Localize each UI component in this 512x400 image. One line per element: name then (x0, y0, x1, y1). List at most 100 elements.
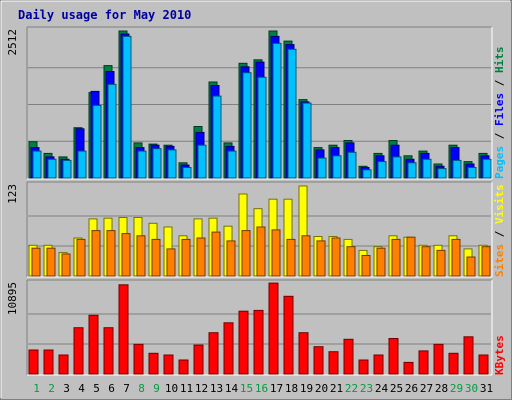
bar-kbytes-day-5: KBytes 5: 7100 (88, 314, 99, 375)
x-tick-label-day-31: 31 (480, 382, 493, 395)
bar-kbytes-day-15: KBytes 15: 7600 (238, 310, 249, 375)
series-pages: Pages 1: 460 Pages 2: 320 Pages 3: 300 Page… (32, 35, 492, 179)
bar-kbytes-day-12: KBytes 12: 3500 (193, 344, 204, 375)
bar-kbytes-day-26: KBytes 26: 1400 (403, 361, 414, 375)
bar-kbytes-day-8: KBytes 8: 3600 (133, 343, 144, 375)
x-axis: 1 2 3 4 5 6 7 8 9 10 11 12 13 14 15 16 17 18 19 20 21 22 23 24 2… (33, 382, 493, 395)
bar-sites-day-31: Sites 31: 40 (481, 246, 491, 277)
bar-sites-day-13: Sites 13: 60 (211, 231, 221, 277)
bar-pages-day-9: Pages 9: 500 (152, 148, 162, 179)
series-kbytes: KBytes 1: 2900 KBytes 2: 2900 KBytes 3: 23… (28, 282, 489, 375)
legend-separator: / (493, 224, 506, 244)
x-tick-label-day-14: 14 (225, 382, 239, 395)
bar-kbytes-day-13: KBytes 13: 5000 (208, 332, 219, 375)
bar-sites-day-25: Sites 25: 50 (391, 238, 401, 277)
bar-sites-day-1: Sites 1: 38 (31, 247, 41, 277)
bar-kbytes-day-16: KBytes 16: 7700 (253, 309, 264, 375)
bar-sites-day-26: Sites 26: 53 (406, 236, 416, 277)
bar-pages-day-4: Pages 4: 460 (77, 150, 87, 179)
bar-pages-day-10: Pages 10: 480 (167, 149, 177, 179)
x-tick-label-day-2: 2 (48, 382, 55, 395)
bar-sites-day-23: Sites 23: 28 (361, 255, 371, 277)
bar-kbytes-day-25: KBytes 25: 4300 (388, 338, 399, 375)
x-tick-label-day-26: 26 (405, 382, 418, 395)
bar-sites-day-18: Sites 18: 50 (286, 238, 296, 277)
x-tick-label-day-18: 18 (285, 382, 298, 395)
x-tick-label-day-1: 1 (33, 382, 40, 395)
bar-kbytes-day-23: KBytes 23: 1700 (358, 359, 369, 375)
bar-sites-day-19: Sites 19: 55 (301, 235, 311, 277)
bar-sites-day-8: Sites 8: 55 (136, 235, 146, 277)
x-tick-label-day-27: 27 (420, 382, 433, 395)
bar-sites-day-11: Sites 11: 50 (181, 238, 191, 277)
panel-hits-files-pages: 2512Hits 1: 620Hits 2: 420Hits 3: 360Hit… (6, 26, 506, 180)
x-tick-label-day-20: 20 (315, 382, 328, 395)
bar-sites-day-20: Sites 20: 48 (316, 240, 326, 277)
bar-pages-day-20: Pages 20: 340 (317, 157, 327, 179)
bar-pages-day-25: Pages 25: 360 (392, 156, 402, 179)
series-sites: Sites 1: 38 Sites 2: 38 Sites 3: 30 Sites 4… (31, 226, 491, 277)
legend-entry-visits: Visits (493, 184, 506, 224)
legend-entry-hits: Hits (493, 47, 506, 74)
x-tick-label-day-19: 19 (300, 382, 313, 395)
bar-kbytes-day-22: KBytes 22: 4200 (343, 338, 354, 375)
bar-pages-day-5: Pages 5: 1240 (92, 104, 102, 179)
x-tick-label-day-30: 30 (465, 382, 478, 395)
bar-sites-day-2: Sites 2: 38 (46, 247, 56, 277)
x-tick-label-day-29: 29 (450, 382, 463, 395)
bar-sites-day-12: Sites 12: 52 (196, 237, 206, 277)
x-tick-label-day-9: 9 (153, 382, 160, 395)
chart-panels: 2512Hits 1: 620Hits 2: 420Hits 3: 360Hit… (6, 26, 506, 376)
x-tick-label-day-12: 12 (195, 382, 208, 395)
bar-kbytes-day-20: KBytes 20: 3300 (313, 346, 324, 375)
legend-separator: / (493, 73, 506, 93)
bar-pages-day-27: Pages 27: 320 (422, 158, 432, 179)
bar-kbytes-day-28: KBytes 28: 3600 (433, 343, 444, 375)
x-tick-label-day-28: 28 (435, 382, 448, 395)
bar-sites-day-30: Sites 30: 26 (466, 256, 476, 277)
bar-pages-day-31: Pages 31: 320 (482, 158, 492, 179)
bar-sites-day-4: Sites 4: 50 (76, 238, 86, 277)
legend-kbytes: KBytes (493, 335, 506, 375)
x-tick-label-day-11: 11 (180, 382, 193, 395)
legend-entry-pages: Pages (493, 146, 506, 179)
bar-sites-day-15: Sites 15: 62 (241, 230, 251, 277)
bar-sites-day-27: Sites 27: 40 (421, 246, 431, 277)
legend-separator: / (493, 126, 506, 146)
x-tick-label-day-8: 8 (138, 382, 145, 395)
bar-kbytes-day-14: KBytes 14: 6200 (223, 322, 234, 375)
bar-kbytes-day-7: KBytes 7: 10800 (118, 284, 129, 375)
bar-kbytes-day-6: KBytes 6: 5600 (103, 327, 114, 375)
bar-sites-day-14: Sites 14: 48 (226, 240, 236, 277)
x-tick-label-day-25: 25 (390, 382, 403, 395)
bar-pages-day-2: Pages 2: 320 (47, 158, 57, 179)
axis-max-label: 123 (6, 184, 19, 204)
axis-max-label: 2512 (6, 29, 19, 56)
x-tick-label-day-17: 17 (270, 382, 283, 395)
bar-sites-day-22: Sites 22: 40 (346, 246, 356, 277)
bar-pages-day-29: Pages 29: 300 (452, 159, 462, 179)
chart-title: Daily usage for May 2010 (18, 8, 191, 22)
bar-pages-day-11: Pages 11: 180 (182, 167, 192, 179)
bar-sites-day-3: Sites 3: 30 (61, 253, 71, 277)
bar-kbytes-day-27: KBytes 27: 2800 (418, 350, 429, 375)
x-tick-label-day-23: 23 (360, 382, 373, 395)
x-tick-label-day-7: 7 (123, 382, 130, 395)
bar-kbytes-day-10: KBytes 10: 2300 (163, 354, 174, 375)
bar-kbytes-day-21: KBytes 21: 2700 (328, 351, 339, 375)
bar-kbytes-day-29: KBytes 29: 2500 (448, 352, 459, 375)
bar-sites-day-16: Sites 16: 67 (256, 226, 266, 277)
bar-pages-day-12: Pages 12: 560 (197, 144, 207, 179)
bar-pages-day-14: Pages 14: 460 (227, 150, 237, 179)
bar-kbytes-day-1: KBytes 1: 2900 (28, 349, 39, 375)
bar-kbytes-day-31: KBytes 31: 2300 (478, 354, 489, 375)
legend-visits-sites: Sites / Visits (493, 184, 506, 277)
bar-pages-day-7: Pages 7: 2420 (122, 35, 132, 179)
bar-sites-day-9: Sites 9: 50 (151, 238, 161, 277)
x-tick-label-day-3: 3 (63, 382, 70, 395)
bar-kbytes-day-2: KBytes 2: 2900 (43, 349, 54, 375)
bar-pages-day-30: Pages 30: 180 (467, 167, 477, 179)
bar-sites-day-21: Sites 21: 52 (331, 237, 341, 277)
